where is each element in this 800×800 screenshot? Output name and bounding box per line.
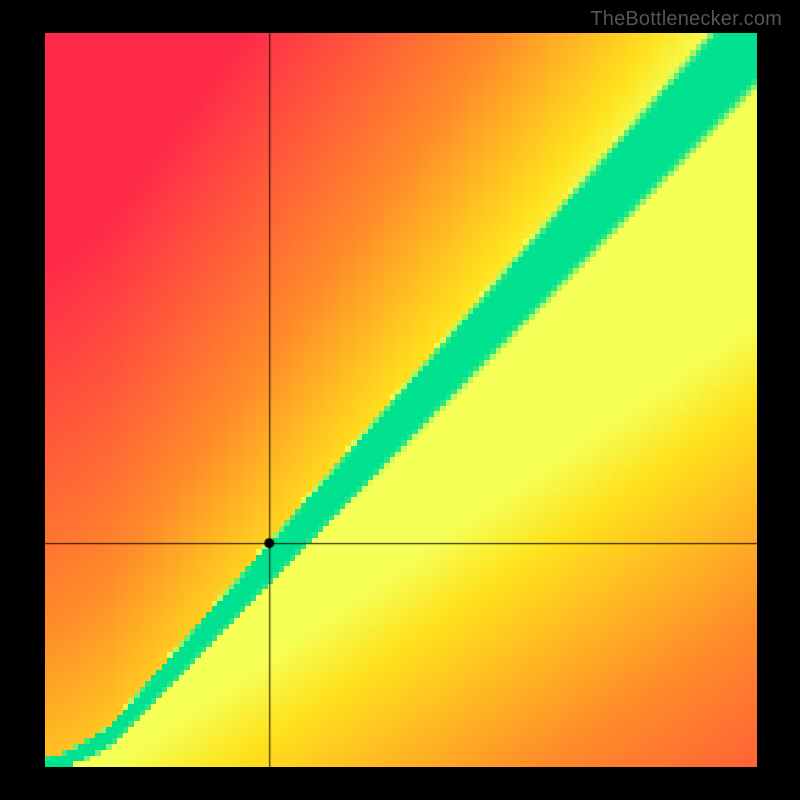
watermark-text: TheBottlenecker.com [590, 8, 782, 31]
figure-container: TheBottlenecker.com [0, 0, 800, 800]
overlay-canvas [0, 0, 800, 800]
